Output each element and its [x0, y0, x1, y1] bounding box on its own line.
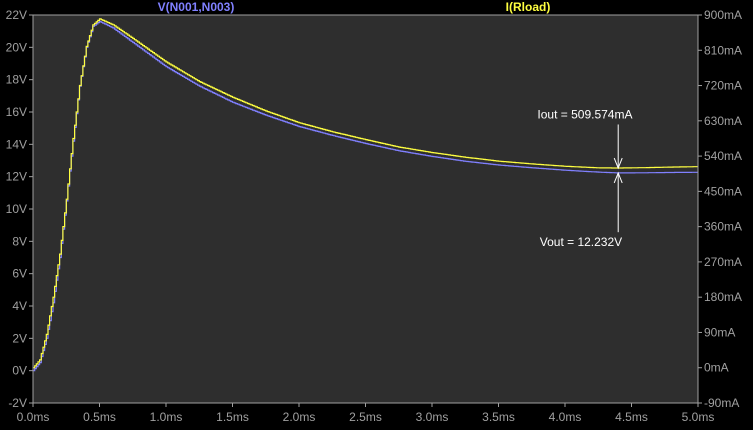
right-y-tick-label: 900mA	[704, 8, 742, 22]
left-y-tick-label: -2V	[8, 396, 27, 410]
left-y-tick-label: 22V	[6, 8, 27, 22]
right-y-tick-label: 720mA	[704, 79, 742, 93]
right-y-tick-label: 450mA	[704, 184, 742, 198]
x-tick-label: 2.0ms	[283, 410, 316, 424]
x-tick-label: 1.5ms	[216, 410, 249, 424]
x-tick-label: 4.5ms	[615, 410, 648, 424]
legend: V(N001,N003) I(Rload)	[158, 0, 551, 14]
left-y-tick-label: 0V	[12, 364, 27, 378]
vout-annotation-label: Vout = 12.232V	[540, 235, 622, 249]
left-y-tick-label: 6V	[12, 267, 27, 281]
left-y-tick-label: 14V	[6, 137, 27, 151]
right-y-axis: -90mA 0mA 90mA 180mA 270mA 360mA 450mA 540mA 630…	[698, 8, 742, 410]
iout-arrowhead	[613, 157, 623, 170]
left-y-tick-label: 18V	[6, 73, 27, 87]
right-y-tick-label: 630mA	[704, 114, 742, 128]
right-y-tick-label: 180mA	[704, 290, 742, 304]
right-y-tick-label: 0mA	[704, 361, 729, 375]
right-y-tick-label: 810mA	[704, 43, 742, 57]
right-y-tick-label: 360mA	[704, 220, 742, 234]
legend-label-voltage[interactable]: V(N001,N003)	[158, 0, 235, 14]
series-line-voltage[interactable]	[33, 20, 698, 372]
x-tick-label: 4.0ms	[549, 410, 582, 424]
plot-area[interactable]	[33, 15, 698, 403]
left-y-tick-label: 8V	[12, 234, 27, 248]
x-tick-label: 5.0ms	[682, 410, 715, 424]
x-tick-label: 1.0ms	[150, 410, 183, 424]
right-y-tick-label: 540mA	[704, 149, 742, 163]
left-y-tick-label: 20V	[6, 40, 27, 54]
x-tick-label: 3.5ms	[482, 410, 515, 424]
x-tick-label: 2.5ms	[349, 410, 382, 424]
left-y-tick-label: 2V	[12, 331, 27, 345]
legend-label-current[interactable]: I(Rload)	[506, 0, 551, 14]
left-y-tick-label: 10V	[6, 202, 27, 216]
cursor-annotations: Iout = 509.574mA Vout = 12.232V	[537, 107, 632, 249]
right-y-tick-label: 270mA	[704, 255, 742, 269]
right-y-tick-label: -90mA	[704, 396, 739, 410]
series-layer	[33, 18, 698, 372]
x-axis: 0.0ms 0.5ms 1.0ms 1.5ms 2.0ms 2.5ms 3.0ms 3.5ms…	[17, 403, 715, 424]
left-y-tick-label: 12V	[6, 170, 27, 184]
series-line-current[interactable]	[33, 18, 698, 369]
plot-frame	[32, 14, 699, 404]
iout-annotation-label: Iout = 509.574mA	[537, 107, 632, 121]
right-y-tick-label: 90mA	[704, 325, 735, 339]
left-y-tick-label: 4V	[12, 299, 27, 313]
vout-arrowhead	[613, 171, 623, 184]
x-tick-label: 3.0ms	[416, 410, 449, 424]
left-y-axis: -2V 0V 2V 4V 6V 8V 10V 12V 14V 16V 18V 20V 22V	[6, 8, 33, 410]
x-tick-label: 0.5ms	[83, 410, 116, 424]
left-y-tick-label: 16V	[6, 105, 27, 119]
x-tick-label: 0.0ms	[17, 410, 50, 424]
